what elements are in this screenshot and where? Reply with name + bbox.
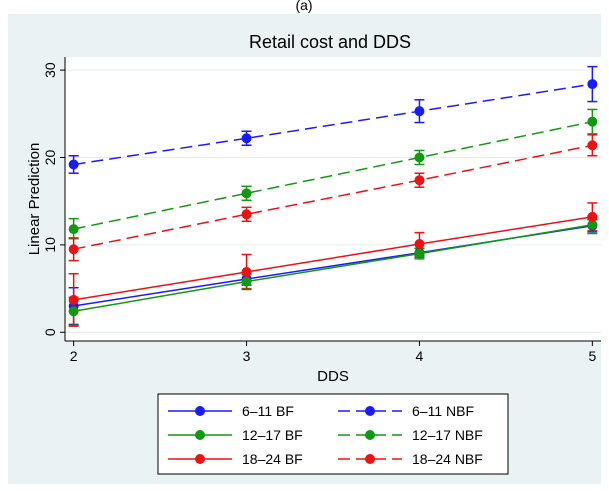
y-axis-label: Linear Prediction — [26, 143, 43, 256]
top-label: (a) — [295, 0, 312, 13]
legend-item-5: 18–24 BF — [168, 451, 303, 467]
series-6-line — [73, 144, 593, 250]
grid-lines — [65, 69, 601, 333]
y-tick-label: 10 — [42, 237, 58, 253]
series-3-point — [68, 306, 79, 317]
legend-item-2-swatch-marker — [365, 406, 375, 416]
series-3-point — [587, 219, 598, 230]
axes — [64, 57, 601, 342]
series-lines — [73, 83, 593, 313]
series-layer — [68, 65, 598, 327]
legend-item-1-label: 6–11 BF — [242, 403, 294, 419]
series-6-point — [68, 244, 79, 255]
legend-item-5-label: 18–24 BF — [242, 451, 303, 467]
legend-item-6-swatch-marker — [365, 454, 375, 464]
legend-item-6-label: 18–24 NBF — [412, 451, 483, 467]
y-tick-label: 30 — [42, 62, 58, 78]
legend-item-4-swatch-marker — [365, 430, 375, 440]
series-6-point — [587, 140, 598, 151]
series-5-point — [587, 211, 598, 222]
series-5-line — [73, 216, 593, 301]
legend-item-2: 6–11 NBF — [338, 403, 474, 419]
legend-item-2-label: 6–11 NBF — [412, 403, 474, 419]
legend-box — [157, 393, 509, 475]
series-5-point — [414, 239, 425, 250]
series-5-point — [241, 266, 252, 277]
series-6-point — [414, 175, 425, 186]
series-2-point — [414, 106, 425, 117]
series-2-point — [241, 133, 252, 144]
series-5-point — [68, 294, 79, 305]
legend-item-3-swatch-marker — [195, 430, 205, 440]
chart-title: Retail cost and DDS — [249, 32, 411, 52]
markers — [68, 79, 598, 317]
x-tick-label: 4 — [416, 348, 424, 364]
series-6-point — [241, 209, 252, 220]
x-tick-label: 5 — [588, 348, 596, 364]
series-3-line — [73, 224, 593, 313]
legend-item-1: 6–11 BF — [168, 403, 294, 419]
legend: 6–11 BF 6–11 NBF 12–17 BF 12–17 NBF 18–24 BF… — [157, 393, 509, 475]
legend-item-6: 18–24 NBF — [338, 451, 483, 467]
legend-item-4-label: 12–17 NBF — [412, 427, 483, 443]
series-4-point — [587, 116, 598, 127]
series-2-point — [587, 79, 598, 90]
legend-item-3-label: 12–17 BF — [242, 427, 303, 443]
series-4-point — [68, 224, 79, 235]
y-tick-label: 20 — [42, 149, 58, 165]
series-4-point — [241, 188, 252, 199]
legend-item-1-swatch-marker — [195, 406, 205, 416]
legend-item-4: 12–17 NBF — [338, 427, 483, 443]
series-3-point — [414, 248, 425, 259]
x-ticks: 2 3 4 5 — [70, 341, 596, 364]
series-4-point — [414, 152, 425, 163]
series-2-point — [68, 159, 79, 170]
x-axis-label: DDS — [317, 368, 349, 385]
series-4-line — [73, 120, 593, 230]
y-tick-label: 0 — [42, 328, 58, 336]
legend-item-3: 12–17 BF — [168, 427, 303, 443]
legend-item-5-swatch-marker — [195, 454, 205, 464]
series-3-point — [241, 276, 252, 287]
x-tick-label: 2 — [70, 348, 78, 364]
y-ticks: 0 10 20 30 — [42, 62, 65, 336]
series-2-line — [73, 83, 593, 166]
x-tick-label: 3 — [243, 348, 251, 364]
